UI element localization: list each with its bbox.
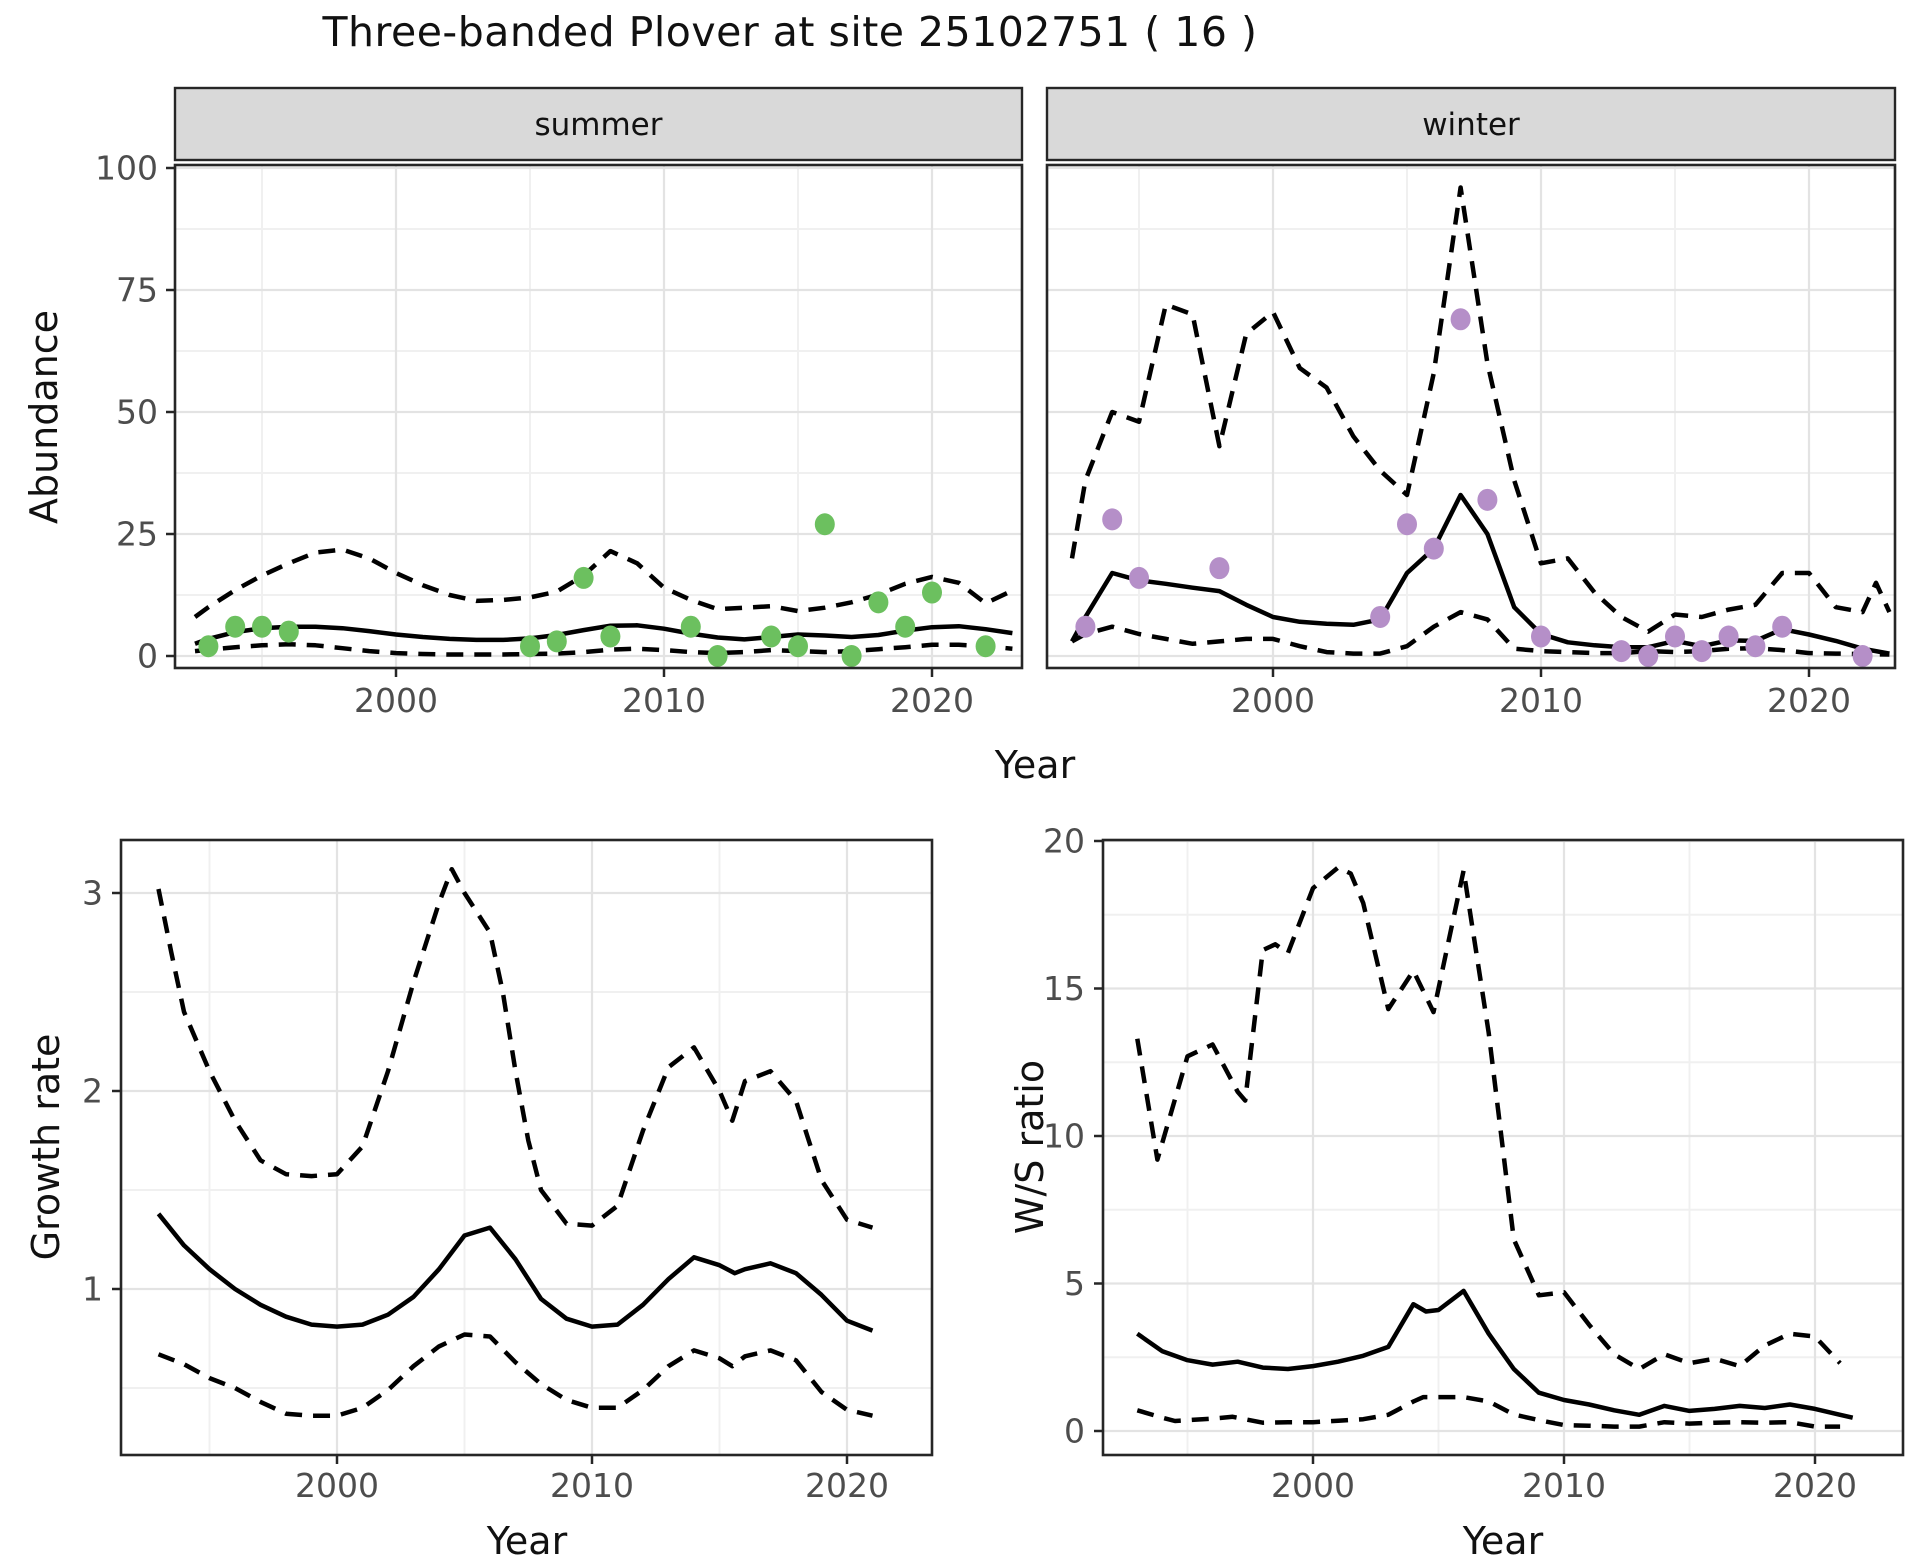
series-lower_ci-line xyxy=(1136,1394,1841,1429)
x-axis-title: Year xyxy=(994,743,1076,787)
panel-ws-ratio: 2000 2010 2020 0 5 10 15 20 Year W/S ratio xyxy=(1008,822,1905,1560)
series-upper_ci-line xyxy=(1069,185,1892,634)
y-tick-label: 100 xyxy=(95,149,158,188)
panel-border xyxy=(173,163,1024,670)
data-point xyxy=(1209,557,1230,580)
panel-border xyxy=(1101,838,1905,1457)
data-point xyxy=(278,620,299,643)
data-point xyxy=(895,615,916,638)
facet-strip xyxy=(173,86,1024,162)
panel-abundance-summer: summer 2000 2010 2020 0 25 50 75 100 Year Abundanc… xyxy=(22,86,1076,787)
y-axis-title: Growth rate xyxy=(24,1034,68,1261)
data-point xyxy=(1691,640,1712,663)
data-point xyxy=(680,615,701,638)
data-point xyxy=(1745,635,1766,658)
x-tick-label: 2020 xyxy=(1773,1466,1857,1505)
data-point xyxy=(1772,615,1793,638)
data-point xyxy=(546,630,567,653)
y-tick-label: 75 xyxy=(116,271,158,310)
panel-background xyxy=(175,165,1022,668)
series-upper_ci-line xyxy=(156,866,874,1230)
x-tick-label: 2010 xyxy=(1522,1466,1606,1505)
x-tick-label: 2020 xyxy=(1767,681,1851,720)
data-point xyxy=(1611,640,1632,663)
data-point xyxy=(1102,508,1123,531)
y-tick-label: 15 xyxy=(1043,969,1085,1008)
data-point xyxy=(1075,615,1096,638)
data-point xyxy=(761,625,782,648)
x-tick-label: 2020 xyxy=(805,1466,889,1505)
data-point xyxy=(1129,566,1149,589)
data-point xyxy=(814,513,835,536)
facet-strip xyxy=(1045,86,1897,162)
x-tick-label: 2020 xyxy=(890,681,974,720)
data-point xyxy=(1370,605,1391,628)
y-tick-label: 25 xyxy=(116,515,158,554)
y-tick-label: 0 xyxy=(137,637,158,676)
data-point xyxy=(841,645,862,667)
series-lower_ci-line xyxy=(194,642,1013,657)
data-point xyxy=(1423,537,1444,560)
data-point xyxy=(1665,625,1685,648)
x-tick-label: 2000 xyxy=(1271,1466,1355,1505)
data-point xyxy=(252,615,272,638)
facet-strip-label: summer xyxy=(534,107,662,143)
x-tick-label: 2010 xyxy=(622,681,706,720)
facet-strip-label: winter xyxy=(1422,107,1520,143)
x-axis-title: Year xyxy=(486,1519,568,1560)
data-point xyxy=(198,635,219,658)
series-upper_ci-line xyxy=(1135,865,1842,1372)
y-tick-label: 3 xyxy=(82,874,103,913)
data-point xyxy=(868,591,889,614)
data-point xyxy=(1638,645,1659,667)
y-tick-label: 10 xyxy=(1043,1117,1085,1156)
series-mean-line xyxy=(156,1212,874,1333)
x-tick-label: 2010 xyxy=(550,1466,634,1505)
page-title: Three-banded Plover at site 25102751 ( 1… xyxy=(322,8,1258,56)
series-lower_ci-line xyxy=(157,1332,874,1418)
data-point xyxy=(573,566,594,589)
data-point xyxy=(788,635,808,658)
y-axis-title: Abundance xyxy=(22,310,66,524)
y-tick-label: 5 xyxy=(1064,1264,1085,1303)
x-tick-label: 2000 xyxy=(1231,681,1315,720)
data-point xyxy=(1477,488,1498,511)
y-tick-label: 2 xyxy=(82,1072,103,1111)
data-point xyxy=(225,615,246,638)
data-point xyxy=(600,625,621,648)
panel-growth-rate: 2000 2010 2020 1 2 3 Year Growth rate xyxy=(24,838,934,1560)
x-tick-label: 2010 xyxy=(1499,681,1583,720)
y-axis-title: W/S ratio xyxy=(1008,1060,1052,1234)
data-point xyxy=(520,635,540,658)
x-tick-label: 2000 xyxy=(295,1466,379,1505)
series-mean-line xyxy=(194,623,1013,646)
y-tick-label: 1 xyxy=(82,1270,103,1309)
panel-border xyxy=(119,838,934,1457)
data-point xyxy=(707,645,728,667)
x-tick-label: 2000 xyxy=(354,681,438,720)
data-point xyxy=(1852,645,1873,667)
y-tick-label: 50 xyxy=(116,393,158,432)
data-point xyxy=(1718,625,1739,648)
data-point xyxy=(922,581,942,604)
panel-background xyxy=(121,840,932,1455)
data-point xyxy=(1397,513,1417,536)
data-point xyxy=(1531,625,1551,648)
data-point xyxy=(975,635,996,658)
x-axis-title: Year xyxy=(1462,1519,1544,1560)
data-point xyxy=(1450,308,1471,331)
y-tick-label: 20 xyxy=(1043,822,1085,861)
panel-abundance-winter: winter 2000 2010 2020 xyxy=(1045,86,1897,720)
panel-background xyxy=(1047,165,1895,668)
series-mean-line xyxy=(1136,1288,1854,1420)
y-tick-label: 0 xyxy=(1064,1412,1085,1451)
panel-border xyxy=(1045,163,1897,670)
